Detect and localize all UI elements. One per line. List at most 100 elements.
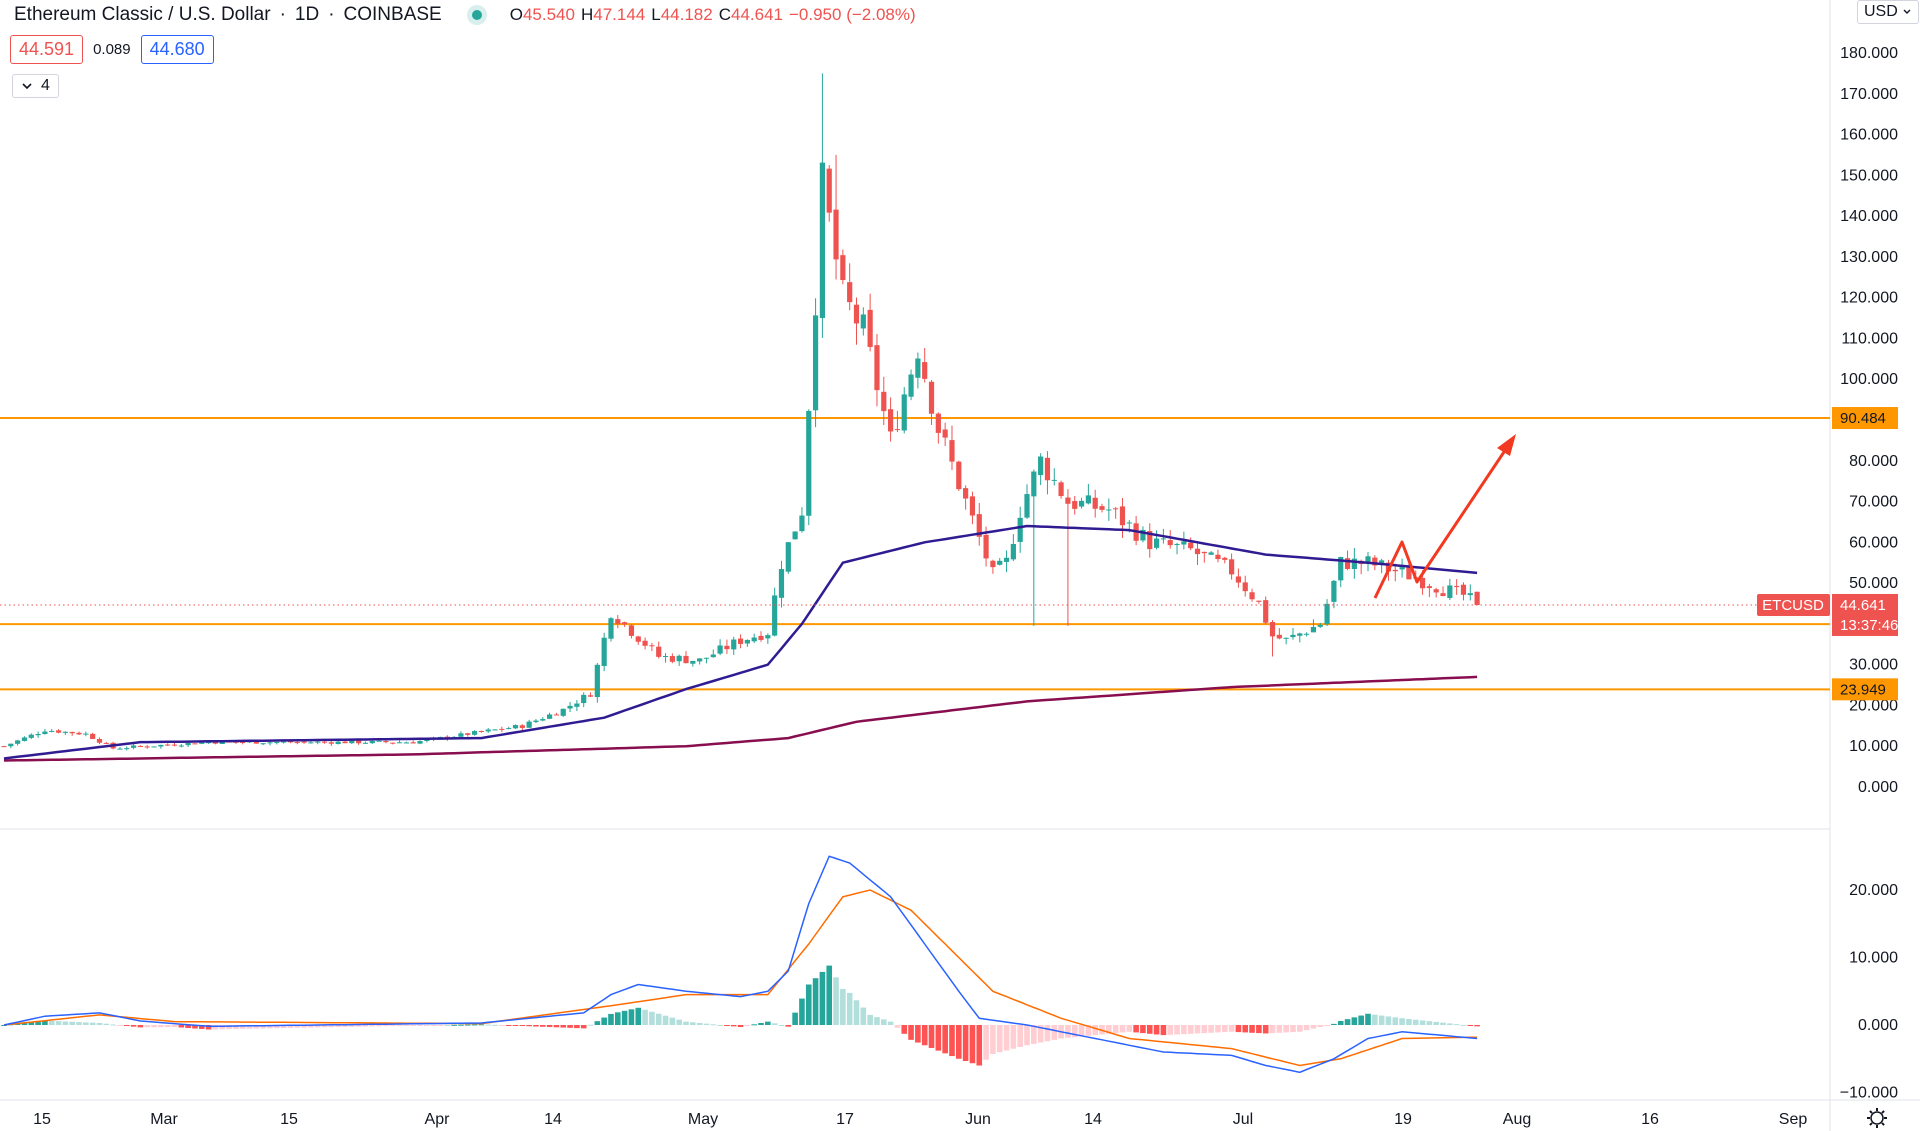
macd-histogram-bar	[840, 989, 846, 1025]
symbol-tag-bg	[1757, 593, 1830, 616]
candle	[1, 745, 7, 748]
candle	[908, 369, 914, 401]
candle-body	[949, 440, 955, 462]
candle	[683, 651, 689, 664]
candle	[349, 740, 355, 745]
macd-histogram-bar	[1474, 1025, 1480, 1027]
macd-histogram-bar	[1031, 1025, 1037, 1044]
candle	[342, 740, 348, 744]
candle	[1440, 586, 1446, 597]
candle	[1392, 563, 1398, 582]
candle-body	[424, 739, 430, 742]
candle-body	[594, 664, 600, 698]
candle-body	[1235, 576, 1242, 583]
macd-histogram-bar	[853, 1000, 860, 1025]
macd-histogram-bar	[328, 1025, 335, 1028]
candle	[21, 736, 28, 742]
macd-histogram-bar	[110, 1024, 116, 1026]
price-axis[interactable]: 0.00010.00020.00030.00040.00050.00060.00…	[1840, 45, 1898, 1102]
macd-histogram-bar	[478, 1024, 485, 1026]
macd-histogram-bar	[308, 1025, 314, 1028]
support-resistance-lines[interactable]	[0, 417, 1830, 691]
candle	[731, 636, 737, 656]
time-axis[interactable]: 15 Mar 15 Apr 14 May 17 Jun 14 Jul 19 Aug 16 Sep	[33, 1111, 1807, 1128]
macd-histogram-bar	[744, 1025, 751, 1026]
candle	[83, 731, 89, 737]
macd-histogram-bar	[935, 1025, 942, 1051]
candle	[847, 263, 853, 311]
candle	[383, 740, 389, 744]
macd-histogram-bar	[485, 1024, 492, 1026]
candle-body	[826, 168, 832, 213]
candle-body	[1147, 531, 1153, 550]
symbol-title: Ethereum Classic / U.S. Dollar	[14, 4, 271, 25]
candle-body	[628, 625, 635, 636]
macd-histogram-bar	[437, 1025, 444, 1026]
forecast-arrow[interactable]	[1373, 434, 1516, 599]
candle	[622, 621, 628, 627]
candle-body	[1160, 538, 1166, 540]
candle-body	[335, 741, 341, 745]
macd-histogram-bar	[860, 1007, 867, 1025]
fast-moving-average-line	[3, 524, 1478, 760]
macd-histogram-bar	[403, 1025, 410, 1026]
macd-histogram-bar	[655, 1013, 662, 1025]
macd-histogram-bar	[1249, 1025, 1255, 1033]
candle-body	[15, 740, 21, 744]
sell-price-button[interactable]: 44.591	[10, 35, 84, 64]
candle-body	[356, 740, 362, 744]
candle	[1447, 578, 1453, 600]
candle	[1078, 497, 1085, 509]
macd-histogram-bar	[1378, 1015, 1385, 1025]
candle	[512, 724, 519, 730]
candle	[1201, 551, 1207, 563]
macd-histogram-bar	[1324, 1025, 1330, 1026]
settings-icon[interactable]	[1867, 1108, 1887, 1128]
macd-histogram-bar	[812, 978, 819, 1025]
macd-tick-label: −10.000	[1840, 1085, 1898, 1102]
candle-body	[151, 746, 157, 748]
candle-body	[390, 742, 396, 744]
macd-histogram-bar	[908, 1025, 914, 1040]
candle-body	[990, 560, 996, 568]
currency-selector[interactable]: USD	[1857, 0, 1919, 24]
current-price-text: 44.641	[1840, 597, 1886, 614]
macd-histogram-bar	[887, 1021, 894, 1025]
candle-body	[567, 705, 573, 709]
candle-body	[1044, 457, 1051, 481]
macd-histogram-bar	[383, 1025, 389, 1027]
candle-body	[1106, 509, 1112, 511]
candle-body	[553, 714, 560, 716]
candle-body	[587, 695, 594, 697]
forecast-path[interactable]	[1373, 442, 1512, 599]
candle	[178, 743, 184, 748]
macd-histogram-bar	[1065, 1025, 1071, 1038]
buy-price-button[interactable]: 44.680	[140, 35, 214, 64]
candle	[949, 425, 955, 471]
price-tick-label: 140.000	[1840, 208, 1898, 225]
macd-histogram-bar	[1017, 1025, 1023, 1047]
candle-body	[124, 748, 130, 750]
candle	[642, 637, 648, 650]
candle-body	[1174, 544, 1180, 546]
macd-histogram-bar	[819, 971, 826, 1025]
candle-body	[1249, 592, 1255, 600]
candle-body	[1399, 567, 1405, 570]
candle	[724, 639, 730, 654]
candle	[267, 741, 273, 746]
macd-histogram-bar	[594, 1021, 601, 1025]
candle	[615, 614, 621, 629]
candle	[758, 631, 764, 642]
candle	[103, 741, 109, 745]
macd-histogram-bar	[96, 1022, 103, 1025]
candle	[881, 376, 887, 425]
candle	[819, 73, 825, 338]
macd-histogram-bar	[737, 1025, 744, 1028]
candle	[96, 737, 103, 745]
macd-histogram-bar	[1228, 1025, 1235, 1032]
candle-body	[806, 410, 812, 516]
indicators-toggle-button[interactable]: 4	[12, 74, 59, 98]
candle-body	[1017, 517, 1023, 542]
macd-histogram-bar	[505, 1025, 512, 1026]
